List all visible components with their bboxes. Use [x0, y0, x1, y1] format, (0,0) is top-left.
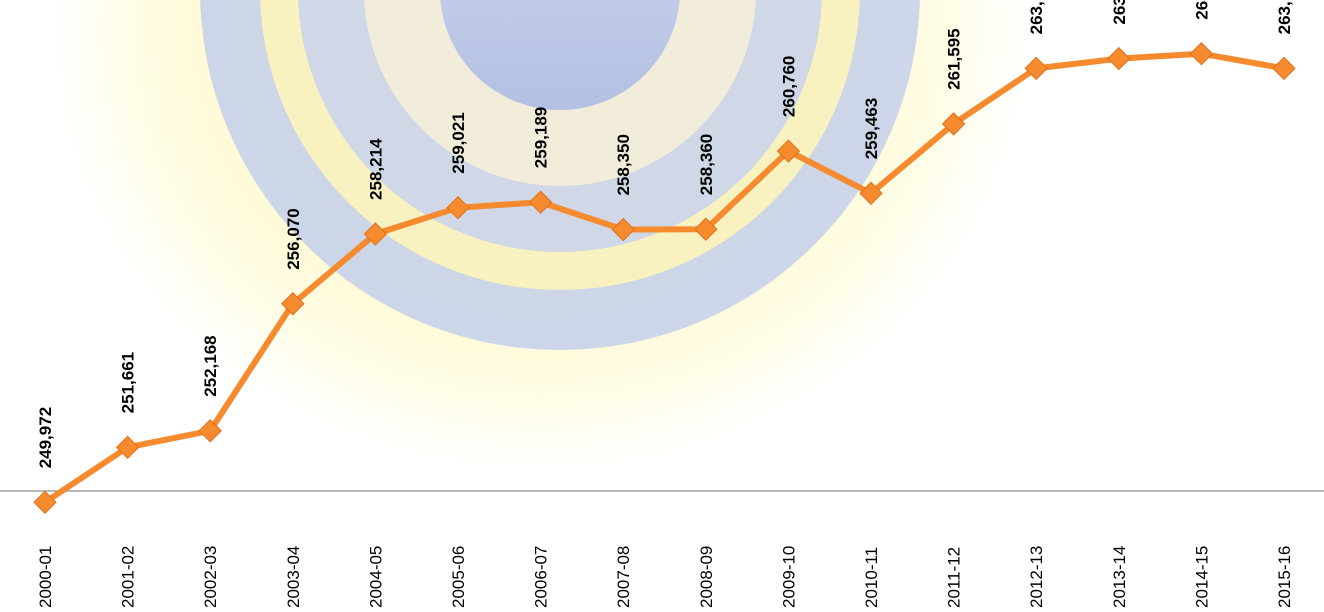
data-point-marker: [1024, 56, 1048, 81]
data-point-marker: [1107, 46, 1131, 71]
x-tick-label: 2004-05: [366, 546, 385, 608]
data-point-marker: [1272, 56, 1296, 81]
data-point-marker: [694, 217, 718, 241]
data-label: 259,189: [532, 107, 551, 168]
x-tick-label: 2009-10: [779, 546, 798, 608]
data-label: 263: [1110, 0, 1129, 25]
data-point-marker: [941, 112, 966, 136]
x-tick-label: 2015-16: [1275, 546, 1294, 608]
data-label: 263: [1192, 0, 1211, 20]
x-tick-label: 2010-11: [862, 547, 881, 608]
x-tick-label: 2011-12: [945, 547, 964, 608]
data-point-marker: [115, 435, 140, 460]
x-tick-label: 2002-03: [201, 546, 220, 608]
data-point-marker: [198, 419, 222, 443]
x-tick-label: 2006-07: [532, 546, 551, 608]
x-tick-label: 2014-15: [1192, 546, 1211, 608]
x-tick-labels: 2000-01 2001-02 2002-03 2003-04 2004-05 2005-…: [36, 546, 1294, 608]
x-tick-label: 2001-02: [119, 546, 138, 608]
data-label: 258,214: [366, 138, 385, 200]
data-point-marker: [611, 217, 635, 242]
data-label: 251,661: [119, 352, 138, 413]
data-point-marker: [859, 181, 883, 206]
data-point-marker: [446, 195, 470, 220]
data-label: 256,070: [284, 208, 303, 269]
data-label: 258,360: [697, 134, 716, 195]
data-labels: 249,972 251,661 252,168 256,070 258,214 259,0…: [36, 0, 1294, 468]
x-tick-label: 2013-14: [1110, 546, 1129, 608]
data-markers: [33, 42, 1296, 515]
series-line: [42, 50, 1287, 506]
x-tick-label: 2007-08: [614, 546, 633, 608]
x-tick-label: 2005-06: [449, 546, 468, 608]
x-tick-label: 2003-04: [284, 546, 303, 608]
data-point-marker: [363, 222, 388, 246]
x-tick-label: 2012-13: [1027, 546, 1046, 608]
data-label: 252,168: [201, 335, 220, 396]
data-point-marker: [776, 139, 801, 163]
x-tick-label: 2008-09: [697, 546, 716, 608]
data-label: 263,: [1275, 1, 1294, 34]
data-label: 249,972: [36, 407, 55, 468]
data-point-marker: [33, 490, 57, 515]
data-label: 260,760: [779, 56, 798, 117]
data-point-marker: [1189, 42, 1214, 66]
data-label: 259,463: [862, 98, 881, 159]
inner-disc: [440, 0, 680, 110]
data-label: 263,: [1027, 1, 1046, 34]
x-tick-label: 2000-01: [36, 546, 55, 608]
data-label: 258,350: [614, 134, 633, 195]
data-label: 259,021: [449, 112, 468, 173]
data-label: 261,595: [945, 28, 964, 89]
data-point-marker: [528, 190, 553, 214]
data-point-marker: [281, 292, 305, 316]
